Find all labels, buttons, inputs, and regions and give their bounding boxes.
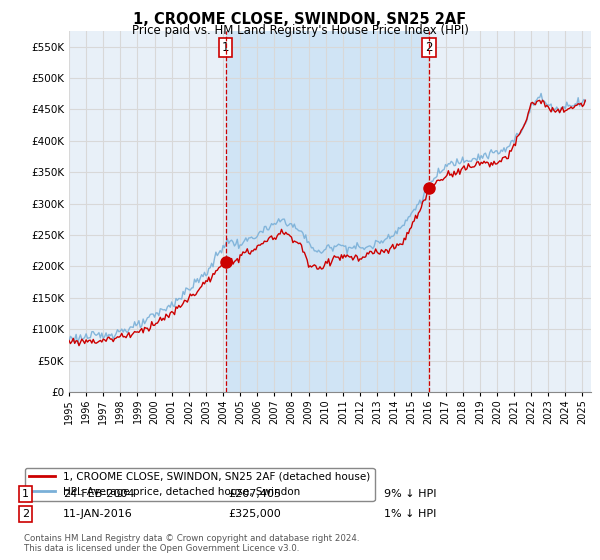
Text: £325,000: £325,000	[228, 509, 281, 519]
Text: 1% ↓ HPI: 1% ↓ HPI	[384, 509, 436, 519]
Legend: 1, CROOME CLOSE, SWINDON, SN25 2AF (detached house), HPI: Average price, detache: 1, CROOME CLOSE, SWINDON, SN25 2AF (deta…	[25, 468, 374, 501]
Text: 11-JAN-2016: 11-JAN-2016	[63, 509, 133, 519]
Text: 2: 2	[22, 509, 29, 519]
Text: 24-FEB-2004: 24-FEB-2004	[63, 489, 134, 499]
Text: 9% ↓ HPI: 9% ↓ HPI	[384, 489, 437, 499]
Text: £207,405: £207,405	[228, 489, 281, 499]
Text: 2: 2	[425, 40, 433, 54]
Bar	[226, 31, 429, 392]
Text: Price paid vs. HM Land Registry's House Price Index (HPI): Price paid vs. HM Land Registry's House …	[131, 24, 469, 36]
Text: 1: 1	[22, 489, 29, 499]
Text: Contains HM Land Registry data © Crown copyright and database right 2024.
This d: Contains HM Land Registry data © Crown c…	[24, 534, 359, 553]
Text: 1: 1	[222, 40, 229, 54]
Text: 1, CROOME CLOSE, SWINDON, SN25 2AF: 1, CROOME CLOSE, SWINDON, SN25 2AF	[133, 12, 467, 27]
